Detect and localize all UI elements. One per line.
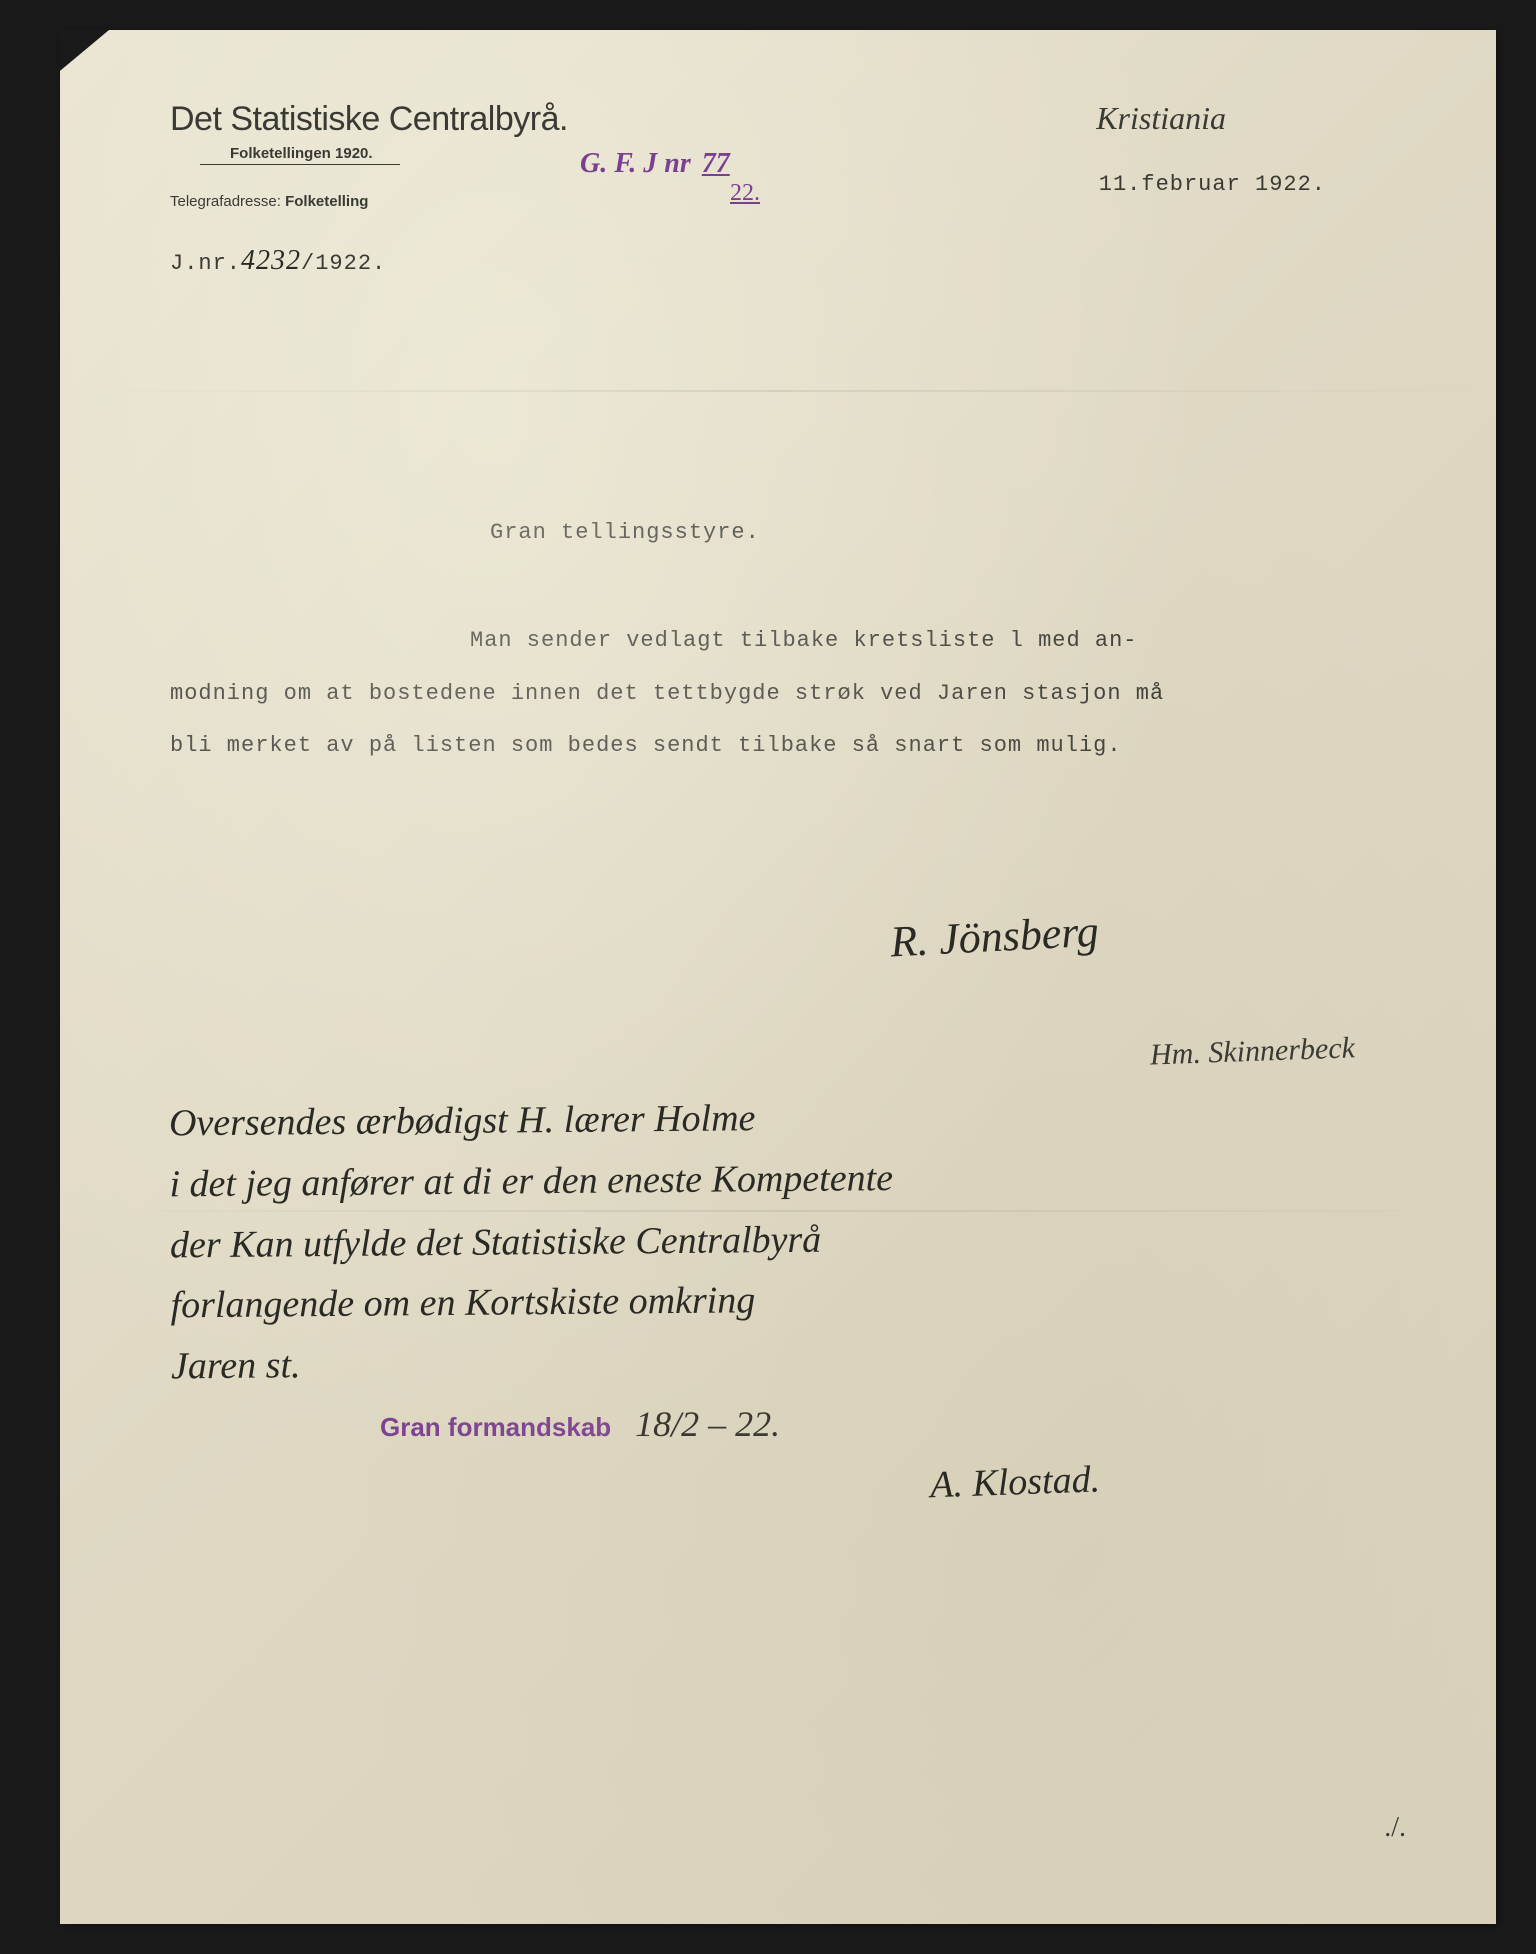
telegraph-label: Telegrafadresse: [170,193,281,210]
signature-secondary: Hm. Skinnerbeck [1149,1030,1406,1073]
corner-fold [60,30,115,75]
telegraph-value: Folketelling [285,193,368,210]
divider [200,164,400,165]
jnr-suffix: /1922. [301,251,386,276]
end-mark: ./. [1384,1812,1406,1844]
jnr-handwritten: 4232 [241,245,301,276]
signature-bottom: A. Klostad. [929,1447,1406,1508]
signature-primary: R. Jönsberg [889,890,1407,968]
filing-stamp: G. F. J nr 77 [580,148,730,180]
stamp-prefix: G. F. J nr [580,148,691,179]
handwritten-note: Oversendes ærbødigst H. lærer Holme i de… [169,1083,1408,1398]
body-line: bli merket av på listen som bedes sendt … [170,720,1406,773]
document-page: Det Statistiske Centralbyrå. Folketellin… [60,30,1496,1924]
stamp-number: 77 [702,148,730,179]
fold-line [60,390,1496,392]
handwritten-line: der Kan utfylde det Statistiske Centralb… [170,1204,1406,1276]
footer-stamp-row: Gran formandskab 18/2 – 22. [170,1392,1406,1445]
journal-number: J.nr.4232/1922. [170,245,1406,277]
location: Kristiania [1096,100,1226,137]
handwritten-line: Oversendes ærbødigst H. lærer Holme [169,1083,1405,1155]
formandskab-stamp: Gran formandskab [380,1412,611,1443]
body-line: Man sender vedlagt tilbake kretsliste l … [170,615,1406,668]
handwritten-line: Jaren st. [171,1326,1407,1398]
body-text: Man sender vedlagt tilbake kretsliste l … [170,615,1406,773]
letter-body: Gran tellingsstyre. Man sender vedlagt t… [170,507,1406,773]
form-date: 18/2 – 22. [635,1403,780,1445]
date: 11.februar 1922. [1099,172,1326,197]
stamp-denominator: 22. [730,180,760,207]
letterhead: Det Statistiske Centralbyrå. Folketellin… [170,100,1406,277]
handwritten-line: i det jeg anfører at di er den eneste Ko… [169,1144,1405,1216]
organization-subtitle: Folketellingen 1920. [230,145,1406,162]
addressee: Gran tellingsstyre. [490,507,1406,560]
handwritten-line: forlangende om en Kortskiste omkring [170,1265,1406,1337]
jnr-prefix: J.nr. [170,251,241,276]
body-line: modning om at bostedene innen det tettby… [170,668,1406,721]
